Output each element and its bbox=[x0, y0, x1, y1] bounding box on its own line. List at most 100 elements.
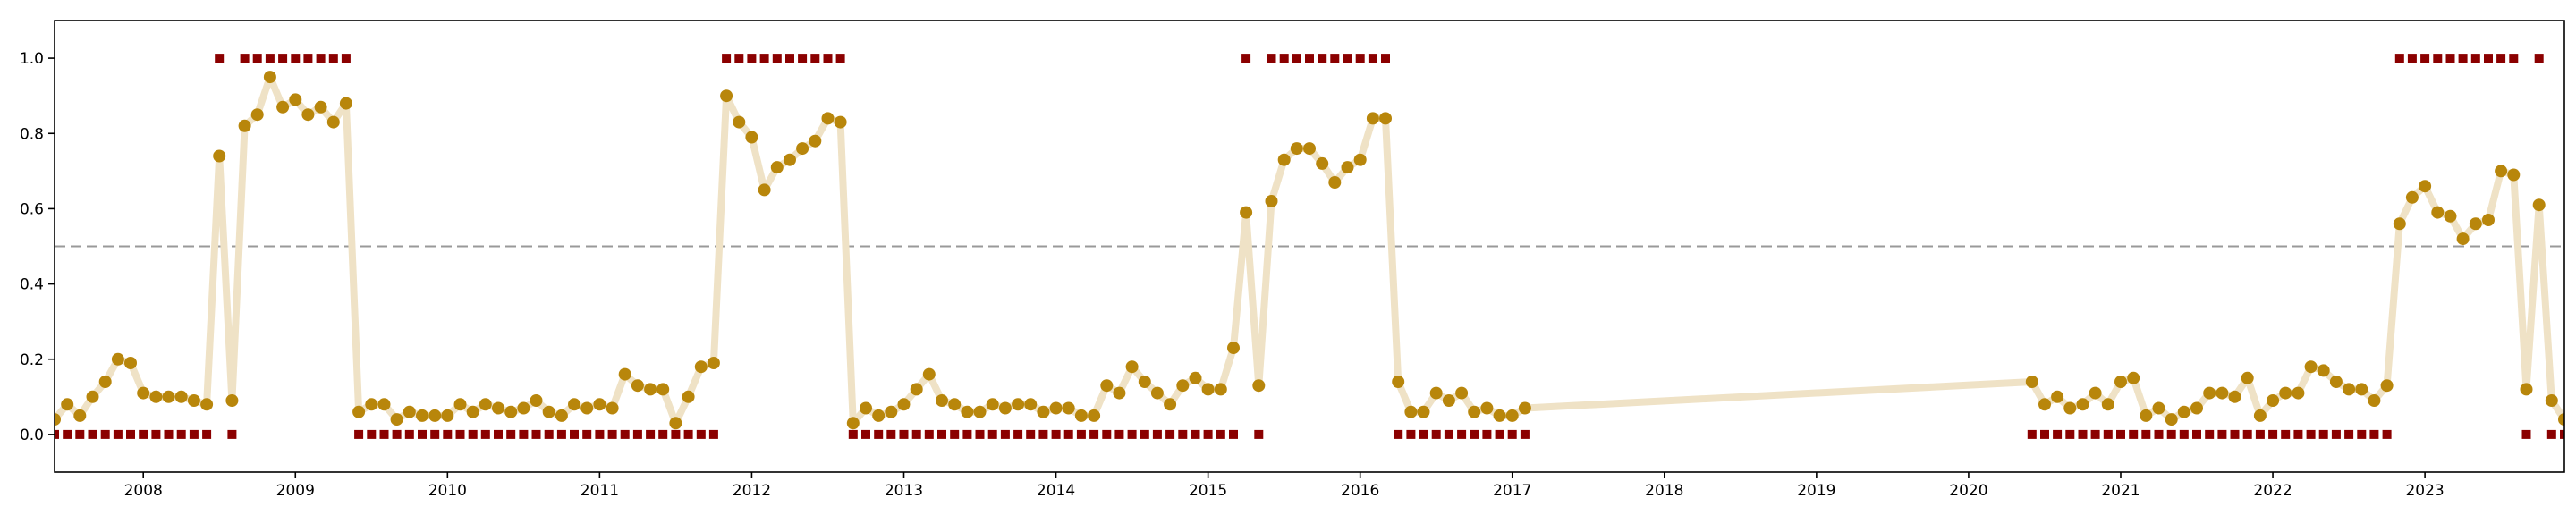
probability-point bbox=[2292, 386, 2305, 400]
probability-point bbox=[466, 405, 479, 418]
state-marker bbox=[139, 429, 148, 439]
probability-point bbox=[2216, 386, 2229, 400]
probability-point bbox=[1252, 379, 1266, 393]
state-marker bbox=[798, 54, 808, 63]
plot-area bbox=[55, 54, 2564, 439]
x-axis: 2008 2009 2010 2011 2012 2013 2014 2015 2016 2017… bbox=[124, 472, 2445, 500]
probability-point bbox=[1100, 379, 1114, 393]
state-marker bbox=[722, 54, 732, 63]
probability-point bbox=[162, 390, 175, 403]
state-marker bbox=[2065, 429, 2075, 439]
probability-point bbox=[2063, 401, 2077, 415]
probability-point bbox=[238, 119, 251, 132]
probability-point bbox=[1088, 409, 1101, 422]
state-marker bbox=[2179, 429, 2189, 439]
x-tick-label: 2012 bbox=[733, 482, 771, 500]
probability-point bbox=[2329, 376, 2343, 388]
state-marker bbox=[899, 429, 909, 439]
probability-point bbox=[1468, 405, 1481, 418]
y-axis: 0.0 0.2 0.4 0.6 0.8 1.0 bbox=[20, 50, 55, 444]
probability-series-line bbox=[55, 73, 2564, 427]
state-marker bbox=[1178, 429, 1188, 439]
state-marker bbox=[2484, 54, 2493, 63]
state-marker bbox=[2217, 429, 2227, 439]
state-marker bbox=[303, 54, 313, 63]
state-marker bbox=[100, 429, 110, 439]
state-marker bbox=[924, 429, 934, 439]
state-marker bbox=[480, 429, 490, 439]
x-tick-label: 2008 bbox=[124, 482, 163, 500]
state-marker bbox=[455, 429, 465, 439]
probability-point bbox=[402, 405, 416, 418]
probability-point bbox=[1189, 371, 1202, 384]
probability-point bbox=[2507, 168, 2521, 182]
state-marker bbox=[2433, 54, 2443, 63]
y-tick-label: 0.6 bbox=[20, 200, 44, 218]
probability-point bbox=[2267, 394, 2280, 407]
state-marker bbox=[785, 54, 794, 63]
state-marker bbox=[1241, 54, 1251, 63]
probability-point bbox=[2558, 413, 2564, 426]
probability-point bbox=[860, 401, 872, 415]
state-marker bbox=[1038, 429, 1048, 439]
probability-point bbox=[682, 390, 695, 403]
probability-point bbox=[784, 153, 796, 166]
state-marker bbox=[328, 54, 338, 63]
x-tick-label: 2014 bbox=[1037, 482, 1075, 500]
state-marker bbox=[1394, 429, 1403, 439]
probability-point bbox=[86, 390, 99, 403]
state-marker bbox=[646, 429, 656, 439]
probability-point bbox=[948, 398, 962, 411]
probability-point bbox=[2279, 386, 2292, 400]
probability-point bbox=[2482, 214, 2495, 226]
state-marker bbox=[1000, 429, 1010, 439]
state-marker bbox=[886, 429, 896, 439]
probability-point bbox=[936, 394, 948, 407]
state-marker bbox=[2445, 54, 2455, 63]
state-marker bbox=[556, 429, 566, 439]
probability-point bbox=[1442, 394, 1455, 407]
probability-point bbox=[834, 115, 847, 129]
state-marker bbox=[55, 429, 59, 439]
state-marker bbox=[2078, 429, 2088, 439]
probability-point bbox=[2419, 180, 2432, 193]
state-marker bbox=[734, 54, 744, 63]
probability-point bbox=[2127, 371, 2140, 384]
state-marker bbox=[658, 429, 668, 439]
state-marker bbox=[1127, 429, 1137, 439]
state-marker bbox=[341, 54, 351, 63]
probability-point bbox=[669, 417, 682, 430]
probability-point bbox=[1265, 195, 1278, 207]
state-marker bbox=[582, 429, 592, 439]
state-marker bbox=[1482, 429, 1492, 439]
state-marker bbox=[683, 429, 693, 439]
probability-point bbox=[492, 401, 504, 415]
probability-point bbox=[2368, 394, 2381, 407]
state-marker bbox=[987, 429, 997, 439]
probability-point bbox=[2051, 390, 2064, 403]
probability-point bbox=[796, 142, 809, 156]
state-marker bbox=[126, 429, 135, 439]
state-marker bbox=[291, 54, 301, 63]
state-marker bbox=[430, 429, 440, 439]
probability-point bbox=[2165, 413, 2178, 426]
probability-point bbox=[2241, 371, 2254, 384]
probability-point bbox=[1353, 153, 1367, 166]
state-marker bbox=[950, 429, 960, 439]
probability-point bbox=[973, 405, 987, 418]
state-marker bbox=[240, 54, 250, 63]
probability-point bbox=[263, 71, 276, 84]
state-marker bbox=[1292, 54, 1301, 63]
probability-point bbox=[530, 394, 543, 407]
probability-point bbox=[593, 398, 606, 411]
probability-point bbox=[720, 89, 733, 103]
state-marker bbox=[2141, 429, 2151, 439]
state-marker bbox=[2255, 429, 2265, 439]
y-tick-label: 0.2 bbox=[20, 351, 44, 369]
probability-point bbox=[1290, 142, 1303, 156]
probability-point bbox=[1429, 386, 1443, 400]
state-marker bbox=[151, 429, 161, 439]
probability-point bbox=[174, 390, 188, 403]
probability-point bbox=[2520, 383, 2533, 396]
probability-point bbox=[2253, 409, 2267, 422]
